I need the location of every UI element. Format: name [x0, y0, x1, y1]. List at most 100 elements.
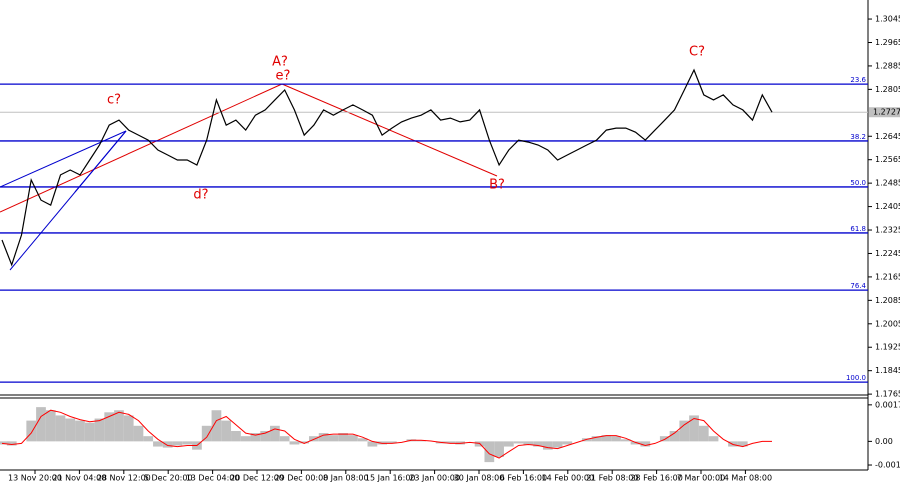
- histogram-bar: [0, 441, 10, 445]
- x-tick-label: 13 Nov 20:00: [8, 474, 62, 483]
- signal-line: [1, 409, 772, 459]
- histogram-bar: [182, 441, 193, 445]
- x-tick-label: 21 Nov 04:00: [52, 474, 106, 483]
- histogram-bar: [640, 441, 651, 447]
- histogram-bar: [94, 418, 105, 442]
- histogram-bar: [75, 420, 85, 442]
- histogram-bar: [348, 435, 358, 442]
- x-tick-label: 5 Dec 20:00: [144, 474, 193, 483]
- histogram-bar: [240, 436, 251, 442]
- x-tick-label: 28 Nov 12:00: [97, 474, 151, 483]
- histogram-bar: [328, 435, 339, 442]
- histogram-bar: [562, 441, 573, 445]
- histogram-bar: [133, 425, 144, 442]
- wave-label: C?: [689, 45, 705, 60]
- y-tick-label: 1.2645: [875, 132, 900, 141]
- histogram-bar: [250, 433, 261, 442]
- histogram-bar: [260, 430, 271, 442]
- fib-label: 76.4: [850, 282, 866, 290]
- wave-label: d?: [193, 188, 208, 203]
- x-tick-label: 8 Jan 08:00: [323, 474, 369, 483]
- y-tick-label: 1.2165: [875, 272, 900, 281]
- histogram-bar: [708, 436, 719, 442]
- histogram-bar: [318, 433, 329, 442]
- indicator-tick-label: 0.00: [875, 437, 893, 446]
- histogram-bar: [84, 422, 95, 442]
- y-tick-label: 1.2965: [875, 38, 900, 47]
- histogram-bar: [484, 441, 495, 463]
- last-price-box: [869, 107, 900, 118]
- indicator-tick-label: 0.00176: [875, 400, 900, 409]
- histogram-bar: [279, 436, 290, 442]
- y-tick-label: 1.2565: [875, 155, 900, 164]
- histogram-bar: [367, 441, 378, 447]
- histogram-bar: [162, 441, 173, 448]
- last-price-label: 1.2727: [873, 108, 900, 117]
- x-tick-label: 30 Jan 08:00: [454, 474, 505, 483]
- histogram-bar: [45, 410, 56, 442]
- histogram-bar: [338, 433, 349, 442]
- histogram-bar: [387, 441, 397, 444]
- y-tick-label: 1.3045: [875, 15, 900, 24]
- histogram-bar: [299, 441, 310, 444]
- wave-label: A?: [272, 55, 288, 70]
- fib-label: 100.0: [846, 374, 866, 382]
- y-tick-label: 1.2085: [875, 296, 900, 305]
- y-tick-label: 1.2245: [875, 249, 900, 258]
- x-tick-label: 28 Feb 16:00: [630, 474, 682, 483]
- histogram-bar: [357, 438, 368, 442]
- fib-label: 61.8: [850, 225, 866, 233]
- histogram-bar: [513, 441, 524, 444]
- x-tick-label: 6 Feb 16:00: [500, 474, 547, 483]
- wave-label: B?: [489, 178, 505, 193]
- y-tick-label: 1.2485: [875, 179, 900, 188]
- histogram-bar: [679, 420, 690, 442]
- wave-label: e?: [276, 69, 291, 84]
- histogram-bar: [601, 435, 612, 442]
- histogram-bar: [221, 420, 232, 442]
- fib-label: 50.0: [850, 179, 866, 187]
- histogram-bar: [26, 420, 37, 442]
- histogram-bar: [737, 441, 748, 447]
- histogram-bar: [698, 425, 709, 442]
- histogram-bar: [231, 430, 241, 442]
- histogram-bar: [270, 425, 280, 442]
- histogram-bar: [591, 436, 602, 442]
- y-tick-label: 1.2805: [875, 85, 900, 94]
- x-tick-label: 13 Dec 04:00: [186, 474, 240, 483]
- y-tick-label: 1.1925: [875, 343, 900, 352]
- histogram-bar: [689, 415, 699, 442]
- histogram-bar: [55, 415, 66, 442]
- y-tick-label: 1.1765: [875, 390, 900, 399]
- price-line: [1, 68, 773, 267]
- y-tick-label: 1.2885: [875, 61, 900, 70]
- histogram-bar: [552, 441, 563, 448]
- histogram-bar: [143, 436, 154, 442]
- histogram-bar: [6, 441, 17, 446]
- histogram-bar: [533, 441, 543, 447]
- histogram-bar: [503, 441, 514, 447]
- histogram-bar: [523, 441, 534, 445]
- y-tick-label: 1.2405: [875, 202, 900, 211]
- histogram-bar: [669, 430, 680, 442]
- histogram-bar: [123, 415, 134, 442]
- x-tick-label: 20 Dec 12:00: [230, 474, 284, 483]
- histogram-bar: [494, 441, 504, 457]
- histogram-bar: [201, 425, 212, 442]
- x-tick-label: 7 Mar 00:00: [677, 474, 725, 483]
- histogram-bar: [172, 441, 183, 446]
- indicator-tick-label: -0.00114: [875, 461, 900, 470]
- histogram-bar: [153, 441, 163, 447]
- y-tick-label: 1.2005: [875, 319, 900, 328]
- histogram-bar: [611, 436, 621, 442]
- x-tick-label: 21 Feb 08:00: [586, 474, 638, 483]
- histogram-bar: [542, 441, 553, 450]
- histogram-bar: [416, 440, 426, 442]
- fib-label: 23.6: [850, 76, 866, 84]
- x-tick-label: 15 Jan 16:00: [365, 474, 416, 483]
- histogram-bar: [445, 441, 456, 444]
- histogram-bar: [104, 412, 115, 442]
